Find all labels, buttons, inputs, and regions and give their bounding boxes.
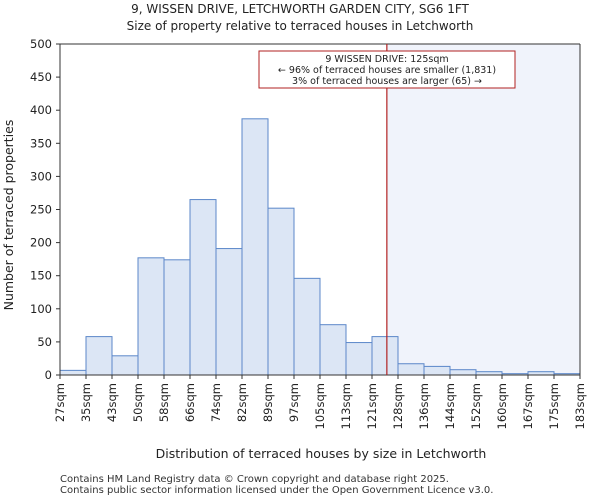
bar <box>293 277 321 376</box>
x-tick-label: 113sqm <box>339 383 353 429</box>
y-axis-label: Number of terraced properties <box>1 120 16 311</box>
y-tick-label: 0 <box>45 368 52 382</box>
x-tick-label: 160sqm <box>495 383 509 429</box>
bar <box>241 118 269 376</box>
y-tick-label: 150 <box>30 269 52 283</box>
footer-line2: Contains public sector information licen… <box>60 485 494 496</box>
bar <box>215 248 243 376</box>
x-tick-label: 35sqm <box>79 383 93 422</box>
chart-title-line1: 9, WISSEN DRIVE, LETCHWORTH GARDEN CITY,… <box>131 2 469 16</box>
y-tick-label: 50 <box>37 335 52 349</box>
x-tick-label: 43sqm <box>105 383 119 422</box>
y-tick-label: 350 <box>30 136 52 150</box>
y-tick-label: 200 <box>30 236 52 250</box>
y-tick-label: 250 <box>30 203 52 217</box>
bar <box>423 365 451 376</box>
x-tick-label: 82sqm <box>235 383 249 422</box>
x-tick-label: 50sqm <box>131 383 145 422</box>
x-tick-label: 74sqm <box>209 383 223 422</box>
y-tick-label: 100 <box>30 302 52 316</box>
x-tick-label: 167sqm <box>521 383 535 429</box>
x-tick-label: 89sqm <box>261 383 275 422</box>
bar <box>59 369 87 376</box>
x-tick-label: 97sqm <box>287 383 301 422</box>
x-tick-label: 105sqm <box>313 383 327 429</box>
annotation-line3: 3% of terraced houses are larger (65) → <box>292 76 482 87</box>
annotation-line1: 9 WISSEN DRIVE: 125sqm <box>325 54 448 65</box>
x-tick-label: 58sqm <box>157 383 171 422</box>
bar <box>85 336 113 376</box>
annotation-box <box>258 50 516 89</box>
x-tick-label: 183sqm <box>573 383 587 429</box>
bar <box>189 199 217 376</box>
bar <box>111 355 139 376</box>
x-tick-label: 128sqm <box>391 383 405 429</box>
bar <box>137 257 165 376</box>
x-tick-label: 144sqm <box>443 383 457 429</box>
x-tick-label: 152sqm <box>469 383 483 429</box>
x-tick-label: 66sqm <box>183 383 197 422</box>
bar <box>267 207 295 376</box>
x-tick-label: 175sqm <box>547 383 561 429</box>
y-tick-label: 400 <box>30 103 52 117</box>
chart: 9, WISSEN DRIVE, LETCHWORTH GARDEN CITY,… <box>1 2 587 461</box>
footer: Contains HM Land Registry data © Crown c… <box>60 474 493 496</box>
y-tick-label: 300 <box>30 169 52 183</box>
bar <box>319 324 347 376</box>
footer-line1: Contains HM Land Registry data © Crown c… <box>60 474 449 485</box>
bar <box>449 369 477 376</box>
bar <box>371 336 399 376</box>
annotation-line2: ← 96% of terraced houses are smaller (1,… <box>278 65 496 76</box>
bar <box>345 342 373 376</box>
x-tick-label: 121sqm <box>365 383 379 429</box>
bar <box>163 259 191 376</box>
x-tick-label: 136sqm <box>417 383 431 429</box>
y-tick-label: 450 <box>30 70 52 84</box>
plot-area: 0 50 100 150 200 250 300 350 400 450 500 27sqm 35sqm… <box>30 37 587 429</box>
y-tick-label: 500 <box>30 37 52 51</box>
bar <box>397 363 425 376</box>
x-tick-label: 27sqm <box>53 383 67 422</box>
chart-title-line2: Size of property relative to terraced ho… <box>127 19 474 33</box>
x-axis-label: Distribution of terraced houses by size … <box>156 446 487 461</box>
larger-region-highlight <box>386 44 580 375</box>
